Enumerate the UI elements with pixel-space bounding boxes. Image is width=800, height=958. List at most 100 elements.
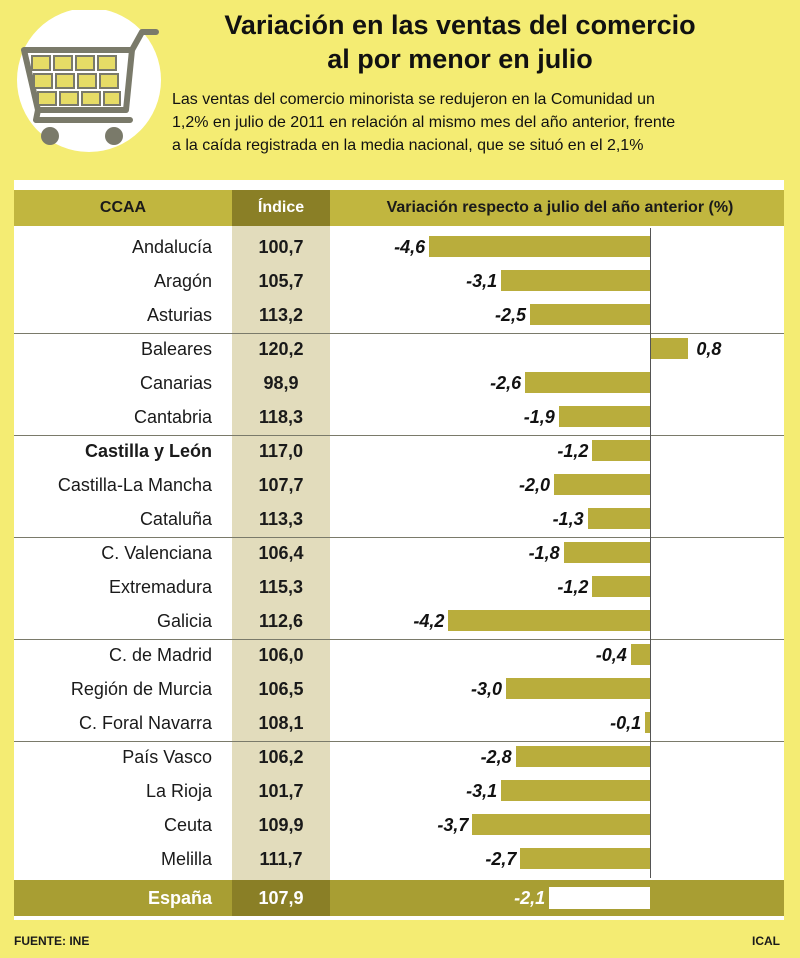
shopping-cart-icon — [17, 10, 161, 152]
bar — [592, 576, 650, 597]
index-value: 117,0 — [258, 441, 304, 461]
category-label: Castilla-La Mancha — [57, 475, 212, 495]
bar-value-label: -1,8 — [528, 543, 560, 563]
bar — [472, 814, 650, 835]
index-value: 98,9 — [263, 373, 299, 393]
total-row — [14, 880, 784, 916]
bar-value-label: -2,8 — [480, 747, 512, 767]
bar-value-label: -1,9 — [523, 407, 555, 427]
category-label: Ceuta — [163, 815, 212, 835]
header-indice: Índice — [257, 199, 305, 216]
index-value: 115,3 — [258, 577, 304, 597]
chart-panel — [14, 180, 784, 920]
category-label: Asturias — [146, 305, 212, 325]
group-separator — [14, 537, 784, 538]
index-value: 109,9 — [258, 815, 304, 835]
title-line-1: Variación en las ventas del comercio — [224, 10, 696, 40]
bar — [525, 372, 650, 393]
index-value: 106,0 — [258, 645, 304, 665]
category-label: Cantabria — [133, 407, 212, 427]
bar-value-label: -3,7 — [437, 815, 469, 835]
bar-value-label: -2,0 — [518, 475, 550, 495]
bar-value-label: 0,8 — [696, 339, 722, 359]
index-value: 113,2 — [258, 305, 304, 325]
category-label: Baleares — [140, 339, 212, 359]
header-ccaa: CCAA — [99, 199, 147, 216]
group-separator — [14, 333, 784, 334]
category-label: Cataluña — [139, 509, 212, 529]
total-index-bg — [232, 880, 330, 916]
bar-value-label: -3,0 — [470, 679, 502, 699]
category-label: Andalucía — [131, 237, 212, 257]
bar-value-label: -1,2 — [557, 577, 589, 597]
zero-axis-line — [650, 228, 651, 878]
category-label: Melilla — [160, 849, 212, 869]
bar-value-label: -2,5 — [494, 305, 526, 325]
index-value: 106,4 — [258, 543, 304, 563]
index-value: 106,2 — [258, 747, 304, 767]
header-variacion: Variación respecto a julio del año anter… — [386, 199, 734, 216]
category-label: Región de Murcia — [70, 679, 212, 699]
index-value: 106,5 — [258, 679, 304, 699]
bar — [630, 644, 650, 665]
bar-value-label: -3,1 — [466, 271, 498, 291]
bar — [645, 712, 650, 733]
category-label: Canarias — [139, 373, 212, 393]
group-separator — [14, 741, 784, 742]
bar — [592, 440, 650, 461]
index-value: 112,6 — [258, 611, 304, 631]
title-line-2: al por menor en julio — [327, 44, 593, 74]
bar-value-label: -2,7 — [485, 849, 517, 869]
bar-value-label: -0,1 — [610, 713, 642, 733]
bar-value-label: -3,1 — [466, 781, 498, 801]
total-indice: 107,9 — [258, 888, 304, 908]
bar — [506, 678, 650, 699]
index-value: 120,2 — [258, 339, 304, 359]
total-value-label: -2,1 — [514, 888, 546, 908]
table-header — [14, 190, 784, 226]
source-note: FUENTE: INE — [14, 934, 90, 948]
agency-credit: ICAL — [752, 934, 780, 948]
bar — [554, 474, 650, 495]
bar-value-label: -0,4 — [595, 645, 627, 665]
subtitle-line-1: Las ventas del comercio minorista se red… — [172, 91, 655, 108]
index-value: 107,7 — [258, 475, 304, 495]
group-separator — [14, 639, 784, 640]
index-value: 108,1 — [258, 713, 304, 733]
bar — [558, 406, 650, 427]
category-label: C. de Madrid — [108, 645, 212, 665]
index-value: 113,3 — [258, 509, 304, 529]
bar-value-label: -4,6 — [394, 237, 426, 257]
category-label: Aragón — [153, 271, 212, 291]
bar — [429, 236, 650, 257]
total-bar — [549, 887, 650, 909]
bar-value-label: -1,3 — [552, 509, 584, 529]
bar — [650, 338, 689, 359]
bar — [501, 780, 650, 801]
bar — [520, 848, 650, 869]
category-label: Galicia — [156, 611, 212, 631]
bar — [587, 508, 650, 529]
subtitle: Las ventas del comercio minorista se red… — [172, 88, 772, 157]
page-title: Variación en las ventas del comercio al … — [175, 8, 745, 76]
index-header-bg — [232, 190, 330, 226]
bar-value-label: -2,6 — [490, 373, 522, 393]
bar-value-label: -1,2 — [557, 441, 589, 461]
total-label: España — [147, 888, 212, 908]
index-value: 105,7 — [258, 271, 304, 291]
subtitle-line-2: 1,2% en julio de 2011 en relación al mis… — [172, 114, 676, 131]
bar — [448, 610, 650, 631]
bar — [501, 270, 650, 291]
category-label: C. Valenciana — [101, 543, 212, 563]
index-value: 101,7 — [258, 781, 304, 801]
bar — [530, 304, 650, 325]
bar — [563, 542, 650, 563]
index-value: 118,3 — [258, 407, 304, 427]
category-label: La Rioja — [145, 781, 212, 801]
group-separator — [14, 435, 784, 436]
index-column-bg — [232, 226, 330, 880]
subtitle-line-3: a la caída registrada en la media nacion… — [172, 137, 644, 154]
bar-value-label: -4,2 — [413, 611, 445, 631]
index-value: 100,7 — [258, 237, 304, 257]
category-label: País Vasco — [122, 747, 212, 767]
